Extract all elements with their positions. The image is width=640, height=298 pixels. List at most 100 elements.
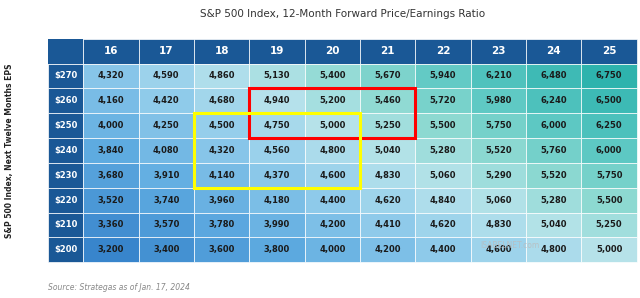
Bar xyxy=(83,188,139,212)
Bar xyxy=(581,188,637,212)
Bar xyxy=(305,163,360,188)
Bar xyxy=(194,113,360,188)
Bar xyxy=(249,89,305,113)
Text: $210: $210 xyxy=(54,221,77,229)
Text: 6,250: 6,250 xyxy=(596,121,623,130)
Text: 4,320: 4,320 xyxy=(98,72,124,80)
Bar xyxy=(415,89,471,113)
Text: 3,910: 3,910 xyxy=(153,171,179,180)
Text: 6,000: 6,000 xyxy=(596,146,622,155)
Text: 4,940: 4,940 xyxy=(264,96,290,105)
Bar xyxy=(139,63,194,89)
Text: 5,040: 5,040 xyxy=(541,221,567,229)
Bar xyxy=(415,113,471,138)
Text: 5,040: 5,040 xyxy=(374,146,401,155)
Text: 4,200: 4,200 xyxy=(374,245,401,254)
Text: 5,400: 5,400 xyxy=(319,72,346,80)
Bar xyxy=(471,238,526,262)
Text: 3,840: 3,840 xyxy=(98,146,124,155)
Bar xyxy=(83,113,139,138)
Bar xyxy=(194,238,249,262)
Bar xyxy=(139,238,194,262)
Text: 4,680: 4,680 xyxy=(209,96,235,105)
Text: 4,080: 4,080 xyxy=(153,146,179,155)
Bar xyxy=(48,39,83,63)
Bar xyxy=(581,138,637,163)
Bar xyxy=(360,39,415,63)
Bar xyxy=(526,163,581,188)
Bar xyxy=(581,63,637,89)
Bar xyxy=(415,188,471,212)
Bar xyxy=(249,39,305,63)
Bar xyxy=(194,138,249,163)
Bar xyxy=(249,89,415,138)
Text: 5,520: 5,520 xyxy=(540,171,567,180)
Bar xyxy=(83,89,139,113)
Bar xyxy=(471,163,526,188)
Bar xyxy=(83,39,139,63)
Text: 5,250: 5,250 xyxy=(374,121,401,130)
Text: 3,800: 3,800 xyxy=(264,245,290,254)
Bar xyxy=(526,238,581,262)
Text: 4,840: 4,840 xyxy=(430,196,456,205)
Text: 4,160: 4,160 xyxy=(97,96,124,105)
Text: 5,060: 5,060 xyxy=(485,196,511,205)
Bar xyxy=(415,238,471,262)
Bar xyxy=(471,138,526,163)
Bar xyxy=(48,113,83,138)
Text: 4,620: 4,620 xyxy=(429,221,456,229)
Bar xyxy=(526,89,581,113)
Bar xyxy=(48,89,83,113)
Text: 5,000: 5,000 xyxy=(596,245,622,254)
Bar xyxy=(415,163,471,188)
Text: 20: 20 xyxy=(325,46,340,56)
Bar xyxy=(526,63,581,89)
Text: 4,140: 4,140 xyxy=(208,171,235,180)
Bar xyxy=(305,188,360,212)
Text: 5,500: 5,500 xyxy=(430,121,456,130)
Text: 6,480: 6,480 xyxy=(541,72,567,80)
Text: 4,620: 4,620 xyxy=(374,196,401,205)
Text: 5,280: 5,280 xyxy=(541,196,567,205)
Bar xyxy=(581,89,637,113)
Bar xyxy=(83,63,139,89)
Bar xyxy=(360,238,415,262)
Bar xyxy=(249,63,305,89)
Text: $270: $270 xyxy=(54,72,77,80)
Text: $220: $220 xyxy=(54,196,77,205)
Text: 4,830: 4,830 xyxy=(374,171,401,180)
Bar xyxy=(526,113,581,138)
Text: 5,250: 5,250 xyxy=(596,221,623,229)
Text: 6,500: 6,500 xyxy=(596,96,622,105)
Text: 4,400: 4,400 xyxy=(319,196,346,205)
Bar xyxy=(194,63,249,89)
Bar xyxy=(305,238,360,262)
Bar xyxy=(415,63,471,89)
Text: 5,280: 5,280 xyxy=(430,146,456,155)
Text: 3,360: 3,360 xyxy=(98,221,124,229)
Text: ISABELNET.com: ISABELNET.com xyxy=(480,241,540,250)
Bar xyxy=(139,212,194,238)
Bar xyxy=(305,212,360,238)
Text: 4,420: 4,420 xyxy=(153,96,180,105)
Bar xyxy=(415,39,471,63)
Bar xyxy=(471,113,526,138)
Bar xyxy=(305,138,360,163)
Text: 5,760: 5,760 xyxy=(541,146,567,155)
Bar xyxy=(360,63,415,89)
Text: $200: $200 xyxy=(54,245,77,254)
Text: 5,000: 5,000 xyxy=(319,121,346,130)
Bar xyxy=(581,113,637,138)
Bar xyxy=(194,113,249,138)
Text: 5,980: 5,980 xyxy=(485,96,511,105)
Text: 24: 24 xyxy=(547,46,561,56)
Bar xyxy=(526,138,581,163)
Bar xyxy=(526,188,581,212)
Text: 3,200: 3,200 xyxy=(98,245,124,254)
Bar xyxy=(139,188,194,212)
Text: 5,200: 5,200 xyxy=(319,96,346,105)
Bar xyxy=(194,163,249,188)
Bar xyxy=(194,89,249,113)
Text: 5,460: 5,460 xyxy=(374,96,401,105)
Text: 5,750: 5,750 xyxy=(596,171,622,180)
